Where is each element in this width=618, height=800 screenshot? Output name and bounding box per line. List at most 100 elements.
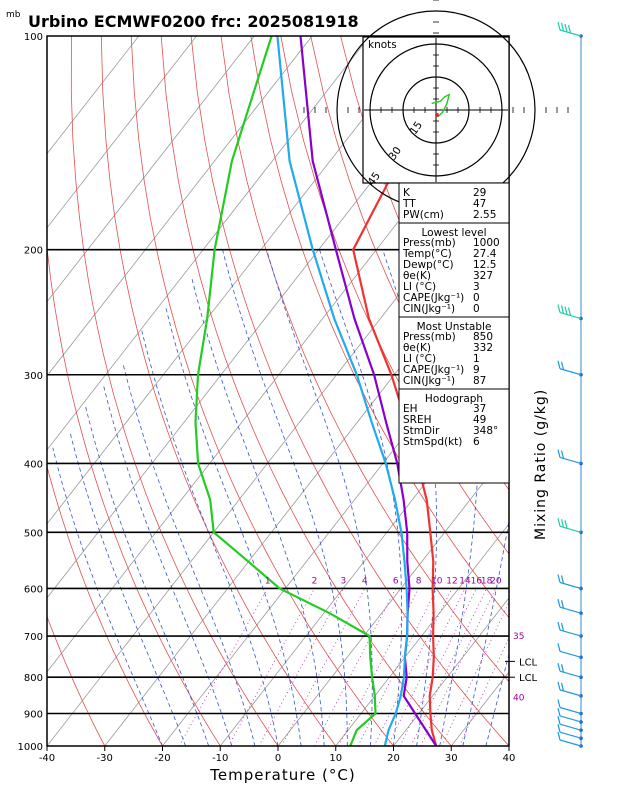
dry-adiabat-line — [47, 243, 221, 746]
background-lines — [47, 36, 618, 746]
dry-adiabat-line — [47, 615, 106, 746]
index-value: 27.4 — [473, 248, 497, 260]
index-value: 0 — [473, 292, 480, 304]
temperature-tick-label: 0 — [275, 753, 281, 764]
pressure-tick-label: 500 — [24, 528, 43, 539]
pressure-tick-label: 600 — [24, 584, 43, 595]
wind-barb-flag — [557, 449, 561, 458]
temperature-tick-label: 20 — [387, 753, 400, 764]
index-value: 348° — [473, 425, 498, 437]
wind-barb-flag — [557, 731, 561, 741]
temperature-tick-label: 40 — [503, 753, 516, 764]
wind-barb-flag — [560, 519, 565, 528]
dry-adiabat-line — [100, 36, 337, 746]
index-value: 1 — [473, 353, 480, 365]
wind-barb-flag — [557, 518, 561, 527]
index-label: Press(mb) — [403, 331, 456, 343]
wind-barb-flag — [557, 681, 561, 691]
isotherm-line — [47, 36, 197, 229]
wind-barb-staff — [559, 723, 582, 731]
moist-adiabat-line — [439, 249, 480, 746]
moist-adiabat-line — [52, 447, 163, 746]
mixing-ratio-label: 2 — [312, 576, 318, 586]
index-label: EH — [403, 403, 418, 415]
pressure-tick-label: 200 — [24, 246, 43, 257]
index-value: 87 — [473, 375, 486, 387]
dry-adiabat-line — [47, 464, 163, 746]
dry-adiabat-line — [250, 36, 509, 619]
wind-barb-flag — [564, 306, 568, 315]
wind-barb-flag — [567, 24, 572, 34]
wind-barb-staff — [559, 650, 582, 658]
wind-barb-flag — [560, 361, 565, 370]
temperature-profile — [352, 36, 475, 746]
unit-label: mb — [6, 10, 21, 20]
dry-adiabat-line — [70, 36, 279, 746]
index-value: 850 — [473, 331, 493, 343]
wetbulb-profile — [276, 36, 409, 746]
isotherm-line — [47, 36, 140, 155]
hodograph-units: knots — [368, 39, 397, 51]
moist-adiabat-line — [165, 305, 302, 746]
wind-barb-flag — [560, 682, 565, 692]
wind-barb-flag — [564, 23, 568, 33]
index-value: 47 — [473, 198, 486, 210]
wind-barb-flag — [557, 643, 561, 652]
moist-adiabat-line — [485, 652, 509, 746]
isotherm-line — [335, 523, 509, 746]
pressure-tick-labels: 100 200 300 400 500 600 700 800 900 1000 — [18, 32, 43, 753]
index-label: CAPE(Jkg⁻¹) — [403, 364, 464, 376]
wind-barb-flag — [560, 305, 565, 314]
wind-barb-flag — [557, 574, 561, 583]
index-value: 9 — [473, 364, 480, 376]
pressure-tick-label: 300 — [24, 371, 43, 382]
dry-adiabat-line — [280, 36, 509, 555]
moist-adiabat-line — [69, 430, 186, 746]
moist-adiabat-line — [319, 249, 402, 746]
mixing-ratio-label: 8 — [416, 576, 422, 586]
wind-barb-flag — [557, 599, 561, 608]
wind-barb-flag — [557, 621, 561, 631]
wind-barb-staff — [559, 739, 582, 747]
mixing-ratio-label: 16 — [471, 576, 483, 586]
index-label: PW(cm) — [403, 209, 444, 221]
isotherm-line — [104, 227, 509, 746]
index-value: 2.55 — [473, 209, 496, 221]
wind-barb-flag — [557, 724, 561, 733]
dewpoint-profile — [194, 36, 377, 746]
dry-adiabat-line — [220, 36, 509, 683]
mixing-ratio-label: 12 — [446, 576, 457, 586]
index-label: θe(K) — [403, 342, 431, 354]
mixing-ratio-line — [228, 588, 315, 746]
temperature-tick-label: -30 — [97, 753, 113, 764]
index-label: CIN(Jkg⁻¹) — [403, 303, 455, 315]
index-value: 49 — [473, 414, 486, 426]
mixing-ratio-line — [178, 588, 269, 746]
index-label: CIN(Jkg⁻¹) — [403, 375, 455, 387]
mixing-ratio-label: 14 — [459, 576, 471, 586]
dry-adiabat-line — [550, 36, 618, 746]
hodograph-trace — [431, 93, 451, 118]
x-axis-label: Temperature (°C) — [209, 766, 355, 784]
temperature-tick-label: -10 — [212, 753, 228, 764]
index-value: 6 — [473, 436, 480, 448]
temperature-tick-label: -40 — [39, 753, 55, 764]
index-label: TT — [402, 198, 416, 210]
mixing-ratio-label: 18 — [481, 576, 493, 586]
pressure-tick-label: 800 — [24, 673, 43, 684]
wind-barb-flag — [557, 304, 561, 313]
dry-adiabat-line — [610, 36, 618, 746]
sounding-profiles — [194, 36, 475, 746]
mixing-ratio-label: 1 — [265, 576, 271, 586]
mixing-ratio-line — [410, 588, 488, 746]
isotherm-line — [567, 36, 618, 746]
mixing-ratio-line — [281, 588, 366, 746]
moist-adiabat-line — [103, 384, 233, 746]
indices-section-title: Hodograph — [425, 393, 483, 405]
mixing-ratio-label: 10 — [431, 576, 443, 586]
indices-section-title: Lowest level — [421, 227, 486, 239]
indices-section-title: Most Unstable — [417, 321, 492, 333]
